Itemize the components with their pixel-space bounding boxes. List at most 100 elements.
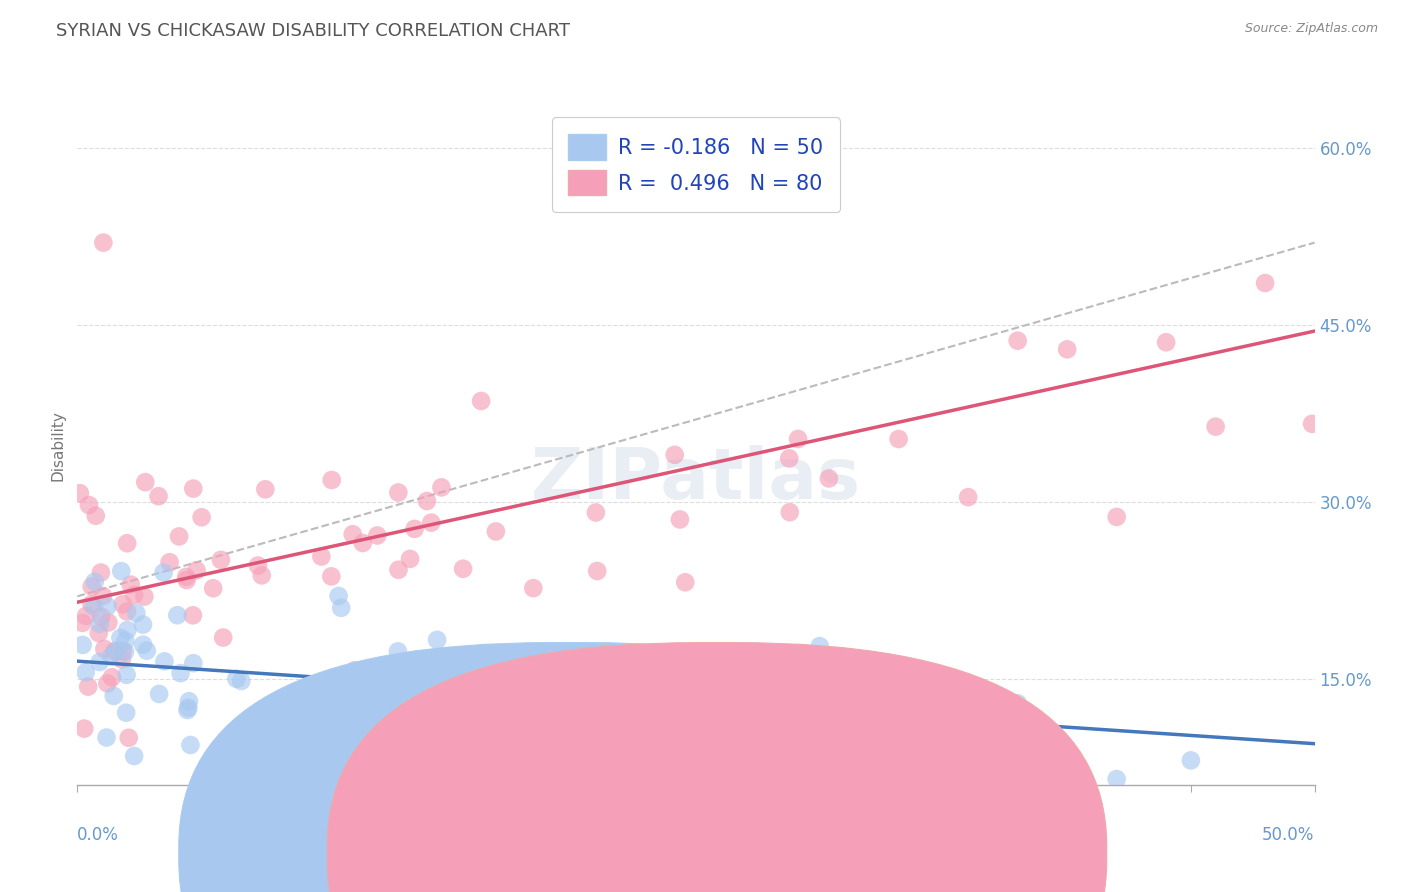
Point [117,623,139,637]
Point [250,568,273,582]
Point [451,562,474,576]
Point [778,451,800,466]
Point [630,699,652,714]
Point [387,644,409,658]
Point [89,616,111,631]
Point [673,575,696,590]
Point [115,604,138,618]
Point [381,710,404,724]
Point [202,581,225,595]
Text: 50.0%: 50.0% [1263,826,1315,844]
Point [174,570,197,584]
Point [176,703,198,717]
Point [246,558,269,573]
Point [1007,696,1029,710]
Point [83,599,105,614]
Point [1154,335,1177,350]
Point [135,643,157,657]
Point [585,506,607,520]
Point [1254,276,1277,290]
Point [779,505,801,519]
Legend: R = -0.186   N = 50, R =  0.496   N = 80: R = -0.186 N = 50, R = 0.496 N = 80 [551,118,841,212]
Point [111,597,134,611]
Point [90,609,112,624]
Point [1105,772,1128,786]
Point [177,700,200,714]
Point [616,668,638,682]
Point [103,644,125,658]
Point [352,536,374,550]
FancyBboxPatch shape [328,642,1107,892]
Text: 0.0%: 0.0% [77,826,120,844]
Point [387,563,409,577]
Point [169,666,191,681]
Point [669,512,692,526]
Point [115,536,138,550]
Point [77,680,100,694]
Point [153,654,176,668]
Point [328,589,350,603]
Point [120,577,142,591]
Point [115,706,138,720]
Point [122,749,145,764]
Point [209,553,232,567]
Point [321,569,343,583]
Point [91,589,114,603]
Point [212,631,235,645]
Point [115,668,138,682]
Point [430,480,453,494]
Point [179,738,201,752]
Point [101,670,124,684]
Point [311,549,333,564]
Point [132,617,155,632]
Point [183,656,205,670]
Point [399,552,422,566]
Point [134,475,156,490]
Point [96,599,118,614]
Text: SYRIAN VS CHICKASAW DISABILITY CORRELATION CHART: SYRIAN VS CHICKASAW DISABILITY CORRELATI… [56,22,571,40]
Point [489,685,512,699]
Point [957,490,980,504]
Point [321,473,343,487]
Point [1180,753,1202,767]
Point [342,527,364,541]
Point [110,631,132,645]
Point [808,639,831,653]
Point [72,615,94,630]
Point [426,632,449,647]
Point [93,641,115,656]
Point [93,235,115,250]
Point [404,522,426,536]
Point [167,529,190,543]
Point [1007,334,1029,348]
Y-axis label: Disability: Disability [51,410,66,482]
Point [366,528,388,542]
Point [190,510,212,524]
Point [177,694,200,708]
Point [166,608,188,623]
Point [655,713,678,727]
Point [73,722,96,736]
Point [343,663,366,677]
Point [97,615,120,630]
Point [75,608,97,623]
Point [134,590,156,604]
Point [1301,417,1323,431]
Point [330,600,353,615]
Point [932,749,955,764]
Text: ZIPatlas: ZIPatlas [531,445,860,515]
Point [254,483,277,497]
Point [111,652,134,666]
Text: Syrians: Syrians [598,846,654,860]
Point [664,448,686,462]
Point [96,731,118,745]
Point [887,432,910,446]
Point [470,394,492,409]
Point [75,665,97,680]
Point [148,687,170,701]
Point [522,581,544,595]
Point [72,638,94,652]
FancyBboxPatch shape [179,642,959,892]
Point [818,471,841,485]
Point [420,516,443,530]
